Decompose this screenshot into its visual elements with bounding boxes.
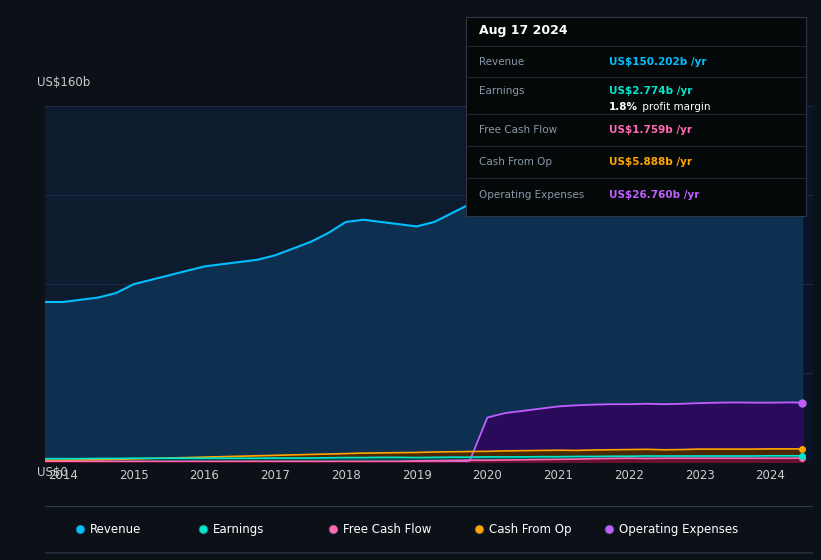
Text: Free Cash Flow: Free Cash Flow: [343, 522, 431, 536]
Text: profit margin: profit margin: [640, 102, 711, 112]
Text: Earnings: Earnings: [479, 86, 525, 96]
Text: Revenue: Revenue: [89, 522, 141, 536]
Text: US$0: US$0: [38, 465, 68, 479]
Bar: [770, 106, 813, 462]
Text: Revenue: Revenue: [479, 57, 525, 67]
Text: Cash From Op: Cash From Op: [488, 522, 571, 536]
Text: Cash From Op: Cash From Op: [479, 157, 553, 167]
Text: US$1.759b /yr: US$1.759b /yr: [608, 125, 691, 135]
Text: Operating Expenses: Operating Expenses: [619, 522, 739, 536]
Text: Operating Expenses: Operating Expenses: [479, 190, 585, 200]
Text: US$5.888b /yr: US$5.888b /yr: [608, 157, 691, 167]
Text: US$160b: US$160b: [38, 76, 91, 88]
Text: US$2.774b /yr: US$2.774b /yr: [608, 86, 692, 96]
Text: Earnings: Earnings: [213, 522, 264, 536]
Text: Free Cash Flow: Free Cash Flow: [479, 125, 557, 135]
Text: 1.8%: 1.8%: [608, 102, 638, 112]
Text: US$150.202b /yr: US$150.202b /yr: [608, 57, 706, 67]
Text: Aug 17 2024: Aug 17 2024: [479, 24, 568, 37]
Text: US$26.760b /yr: US$26.760b /yr: [608, 190, 699, 200]
